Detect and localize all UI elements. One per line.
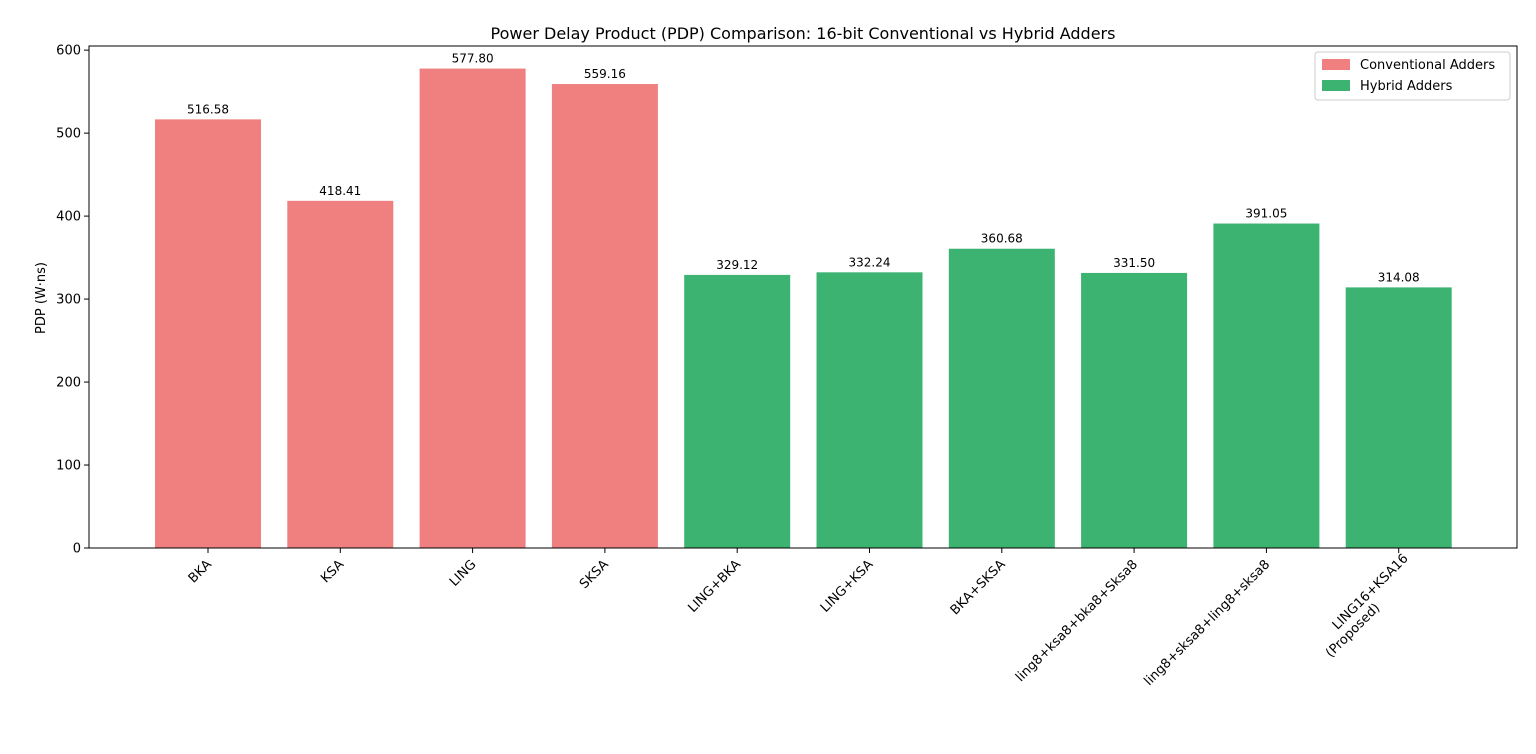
chart-title: Power Delay Product (PDP) Comparison: 16… (491, 24, 1116, 43)
x-tick-label-0: BKA (186, 557, 215, 586)
y-axis-ticks: 0 100 200 300 400 500 600 (56, 44, 89, 557)
y-tick-label: 100 (56, 459, 81, 474)
bars-group (155, 68, 1452, 549)
legend-swatch-conventional (1322, 59, 1350, 70)
y-tick-label: 600 (56, 44, 81, 59)
value-label-6: 360.68 (981, 232, 1023, 246)
x-tick-label-6: BKA+SKSA (948, 557, 1009, 618)
y-tick-label: 400 (56, 210, 81, 225)
x-tick-label-2: LING (447, 557, 479, 589)
x-tick-label-1: KSA (318, 557, 347, 586)
x-axis-ticks: BKA KSA LING SKSA LING+BKA LING+KSA BKA+SKSA li… (186, 548, 1423, 689)
value-label-3: 559.16 (584, 67, 626, 81)
value-label-2: 577.80 (452, 52, 494, 66)
y-tick-label: 500 (56, 127, 81, 142)
value-label-0: 516.58 (187, 102, 229, 116)
value-labels-group: 516.58 418.41 577.80 559.16 329.12 332.24 360.… (187, 52, 1420, 285)
legend: Conventional Adders Hybrid Adders (1314, 51, 1511, 101)
y-tick-label: 300 (56, 293, 81, 308)
value-label-8: 391.05 (1245, 207, 1287, 221)
legend-label-conventional: Conventional Adders (1360, 58, 1495, 73)
bar-3 (551, 84, 658, 549)
bar-9 (1345, 287, 1452, 548)
x-tick-label-8: ling8+sksa8+ling8+sksa8 (1142, 557, 1274, 689)
value-label-4: 329.12 (716, 258, 758, 272)
x-tick-label-5: LING+KSA (818, 557, 877, 616)
value-label-7: 331.50 (1113, 256, 1155, 270)
bar-7 (1081, 272, 1188, 548)
y-axis-label: PDP (W·ns) (34, 262, 49, 334)
value-label-1: 418.41 (319, 184, 361, 198)
legend-swatch-hybrid (1322, 80, 1350, 91)
x-tick-label-7: ling8+ksa8+bka8+Sksa8 (1013, 557, 1141, 685)
plot-frame (88, 45, 1518, 549)
x-tick-label-4: LING+BKA (685, 557, 744, 616)
value-label-5: 332.24 (849, 255, 891, 269)
bar-0 (155, 119, 261, 549)
legend-label-hybrid: Hybrid Adders (1360, 79, 1453, 94)
bar-4 (684, 274, 791, 548)
bar-6 (948, 248, 1055, 548)
bar-5 (816, 272, 923, 548)
value-label-9: 314.08 (1378, 270, 1420, 284)
legend-box (1314, 51, 1511, 101)
y-tick-label: 0 (73, 542, 81, 557)
bar-2 (419, 68, 526, 548)
x-tick-label-3: SKSA (577, 557, 612, 592)
x-tick-label-9: LING16+KSA16(Proposed) (1313, 551, 1423, 661)
bar-8 (1213, 223, 1320, 548)
y-tick-label: 200 (56, 376, 81, 391)
bar-1 (287, 200, 394, 549)
